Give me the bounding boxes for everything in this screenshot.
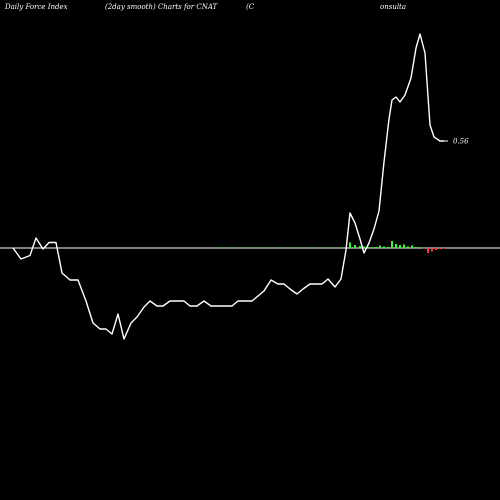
- force-bar-34: [435, 248, 437, 250]
- force-bar-26: [403, 244, 405, 248]
- force-bar-32: [427, 248, 429, 253]
- force-bar-30: [419, 247, 421, 248]
- chart-header-right-end: onsulta: [380, 3, 406, 11]
- force-bar-9: [309, 247, 311, 248]
- chart-header-left: Daily Force Index: [4, 3, 68, 11]
- last-value-label: 0.56: [453, 138, 469, 146]
- force-bar-29: [415, 247, 417, 248]
- force-bar-33: [431, 248, 433, 252]
- force-index-line: [12, 33, 444, 340]
- force-bar-8: [299, 247, 301, 248]
- force-bar-13: [349, 242, 351, 248]
- force-bar-7: [289, 247, 291, 248]
- force-bar-4: [259, 247, 261, 248]
- force-bar-14: [354, 245, 356, 248]
- force-bar-12: [339, 247, 341, 248]
- force-bar-1: [229, 247, 231, 248]
- force-bar-28: [411, 245, 413, 248]
- force-bar-15: [359, 246, 361, 248]
- force-bar-17: [367, 247, 369, 248]
- force-bar-20: [379, 245, 381, 248]
- force-bar-31: [423, 248, 425, 249]
- force-bar-18: [371, 247, 373, 248]
- chart-header-right-start: (C: [246, 3, 255, 11]
- chart-header-middle: (2day smooth) Charts for CNAT: [105, 3, 218, 11]
- force-bar-3: [249, 247, 251, 248]
- force-bar-10: [319, 247, 321, 248]
- force-bar-23: [391, 241, 393, 248]
- force-bar-6: [279, 247, 281, 248]
- force-bar-35: [439, 248, 441, 249]
- force-bar-21: [383, 246, 385, 248]
- force-bar-22: [387, 247, 389, 248]
- force-bar-25: [399, 245, 401, 248]
- force-bar-19: [375, 247, 377, 248]
- force-bar-0: [219, 247, 221, 248]
- force-bar-24: [395, 244, 397, 248]
- force-bar-11: [329, 247, 331, 248]
- force-bar-2: [239, 247, 241, 248]
- force-bar-16: [363, 246, 365, 248]
- force-bar-36: [443, 248, 445, 249]
- force-bar-27: [407, 246, 409, 248]
- force-bar-5: [269, 247, 271, 248]
- force-bars: [219, 241, 445, 253]
